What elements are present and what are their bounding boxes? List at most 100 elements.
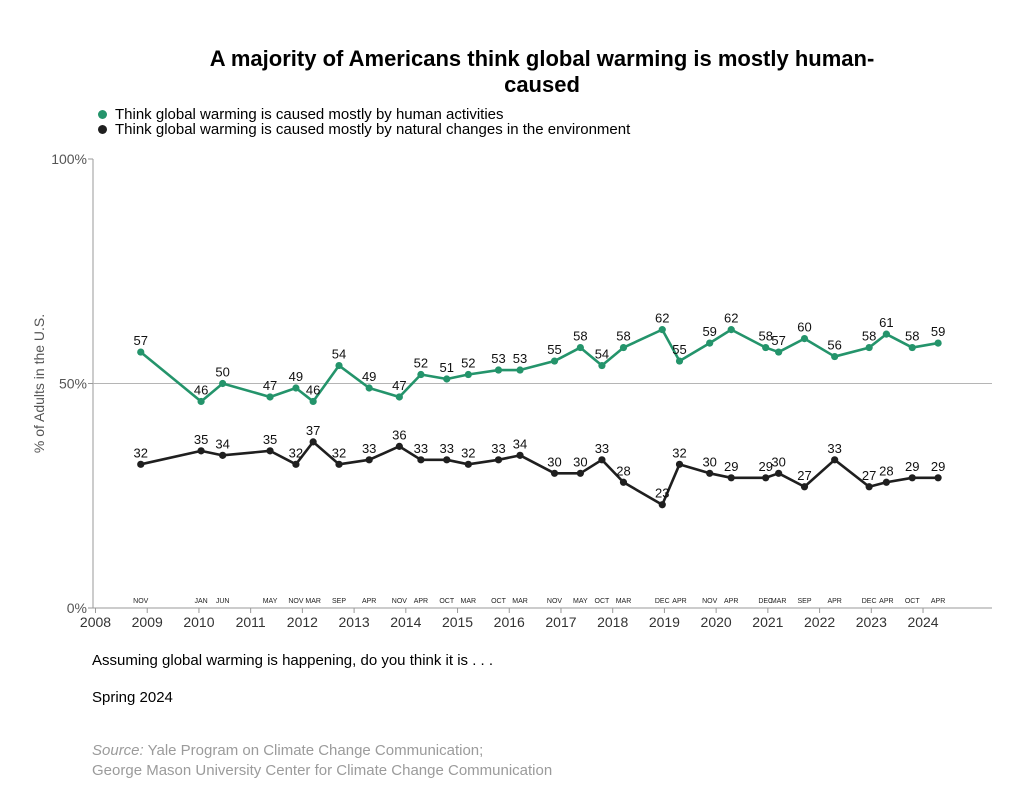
month-label: APR [724,598,738,605]
data-label: 55 [547,342,561,357]
x-tick-label: 2024 [907,614,938,630]
data-point [675,460,684,468]
data-label: 52 [461,356,475,371]
y-axis-title: % of Adults in the U.S. [31,314,47,453]
month-label: NOV [288,598,304,605]
data-label: 32 [672,445,686,460]
data-label: 58 [862,329,876,344]
month-label: OCT [595,598,611,605]
data-point [464,460,472,468]
data-label: 58 [758,329,772,344]
data-point [775,469,783,477]
data-label: 32 [134,445,148,460]
data-label: 58 [905,329,919,344]
month-label: NOV [392,598,408,605]
data-label: 56 [827,338,841,353]
legend-item-natural: Think global warming is caused mostly by… [98,122,630,137]
x-tick-label: 2022 [804,614,835,630]
month-label: MAR [461,598,477,605]
data-point [619,478,628,486]
data-label: 54 [332,347,346,362]
data-point [365,384,373,392]
x-tick-label: 2014 [390,614,421,630]
data-label: 29 [931,459,945,474]
month-label: DEC [862,598,877,605]
data-point [706,469,714,477]
x-tick-label: 2019 [649,614,680,630]
month-label: APR [827,598,841,605]
source-note: Source: Yale Program on Climate Change C… [92,741,552,781]
data-point [762,343,770,352]
survey-date: Spring 2024 [92,689,173,706]
source-line-2: George Mason University Center for Clima… [92,762,553,779]
legend-label-human: Think global warming is caused mostly by… [115,106,504,123]
data-point [137,460,145,468]
y-tick-label: 0% [67,600,87,616]
month-label: APR [931,598,945,605]
series-line-0 [139,328,939,403]
month-label: OCT [439,598,455,605]
data-point [727,326,735,334]
legend-label-natural: Think global warming is caused mostly by… [115,121,631,138]
data-label: 35 [194,432,208,447]
data-label: 49 [289,369,303,384]
x-tick-label: 2017 [545,614,576,630]
data-label: 55 [672,342,686,357]
data-label: 33 [440,441,454,456]
month-label: NOV [702,598,718,605]
month-label: APR [672,598,686,605]
data-point [658,501,666,509]
data-label: 33 [827,441,841,456]
data-label: 46 [194,382,208,397]
series-line-1 [140,440,939,507]
month-label: MAY [573,598,588,605]
data-point [137,348,145,356]
legend-item-human: Think global warming is caused mostly by… [98,107,630,122]
data-point [775,348,783,356]
data-label: 49 [362,369,376,384]
month-label: MAR [771,598,787,605]
data-label: 34 [215,436,229,451]
data-point [516,451,524,459]
legend-marker-human [98,110,107,119]
x-tick-label: 2012 [287,614,318,630]
month-label: JAN [194,598,207,605]
data-point [365,456,373,464]
month-label: SEP [332,598,346,605]
chart-title: A majority of Americans think global war… [209,46,875,97]
data-label: 59 [702,324,716,339]
month-label: DEC [655,598,670,605]
data-point [576,469,584,477]
data-point [550,357,559,365]
data-label: 29 [724,459,738,474]
month-label: MAR [305,598,321,605]
data-label: 34 [513,436,527,451]
data-label: 51 [440,360,454,375]
data-point [865,343,873,352]
data-label: 59 [931,324,945,339]
x-tick-label: 2021 [752,614,783,630]
data-point [443,375,451,383]
y-tick-label: 100% [51,151,87,167]
data-label: 35 [263,432,277,447]
data-point [908,343,916,352]
data-label: 29 [905,459,919,474]
data-point [865,483,873,491]
data-label: 58 [616,329,630,344]
data-point [516,366,524,374]
data-point [335,361,343,370]
data-label: 53 [513,351,527,366]
data-label: 53 [491,351,505,366]
data-point [908,474,916,482]
month-label: APR [362,598,376,605]
data-point [219,379,227,388]
survey-question: Assuming global warming is happening, do… [92,652,494,669]
month-label: APR [414,598,428,605]
data-point [219,451,227,459]
data-label: 36 [392,427,406,442]
data-point [727,474,735,482]
data-point [598,456,606,464]
data-point [934,339,942,347]
data-label: 28 [616,463,630,478]
